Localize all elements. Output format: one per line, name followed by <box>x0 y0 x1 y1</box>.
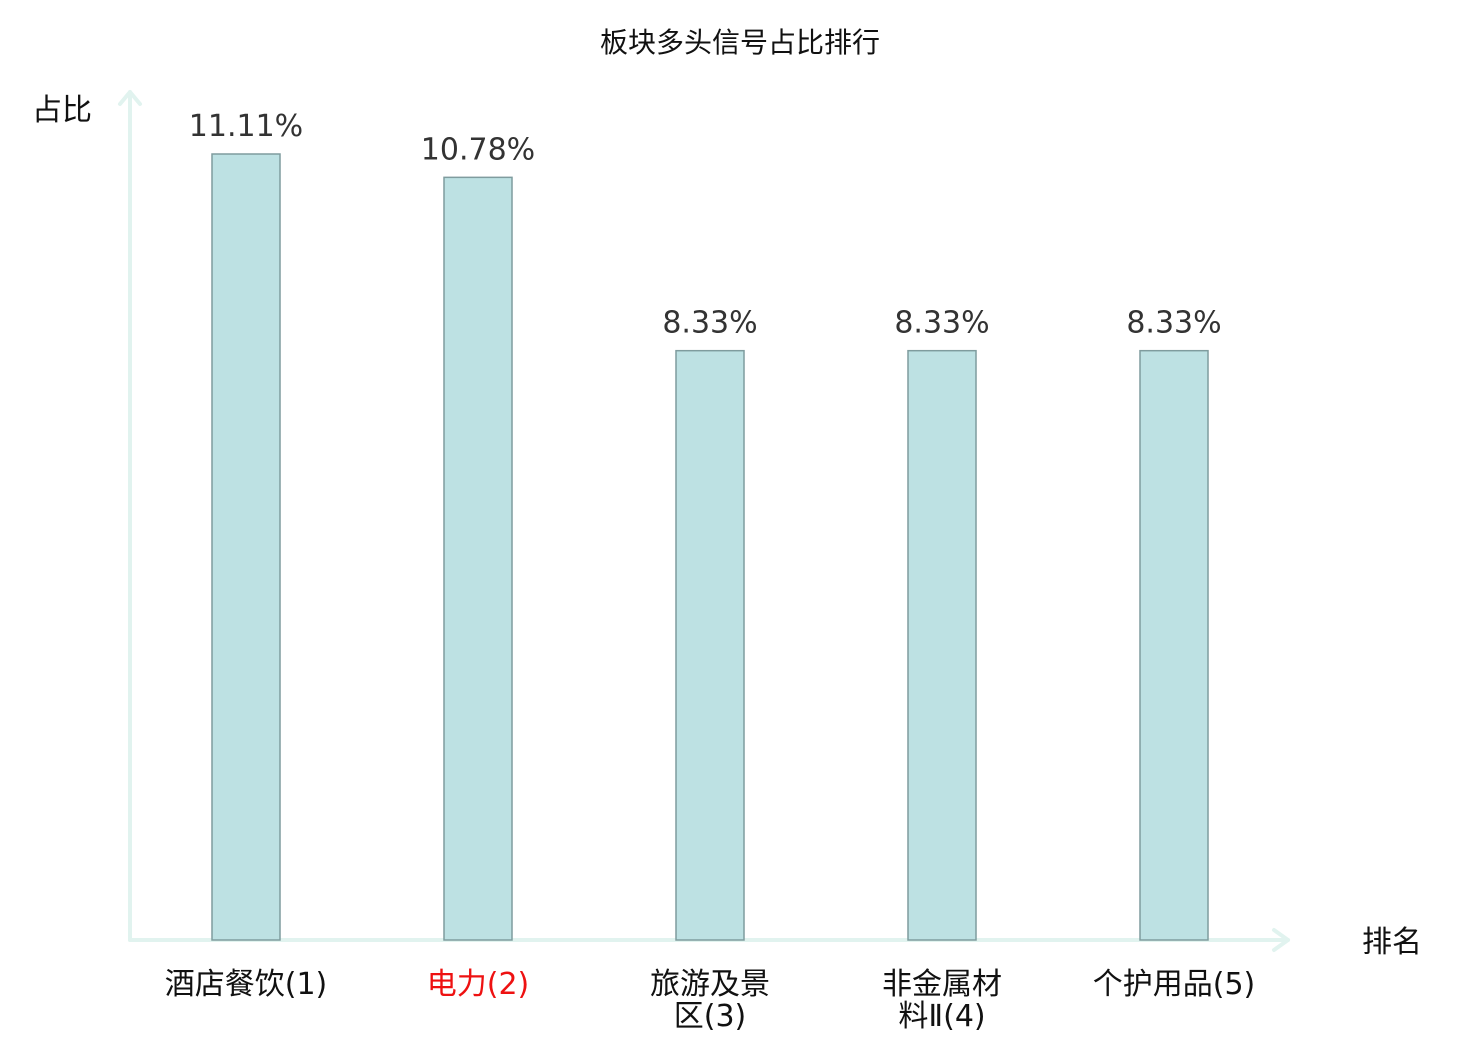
bar-4 <box>907 349 977 941</box>
x-axis-arrow <box>1272 928 1290 952</box>
x-tick-label-2: 电力(2) <box>427 967 530 1002</box>
x-tick-label-5: 个护用品(5) <box>1093 967 1256 1002</box>
y-axis-label: 占比 <box>32 93 92 128</box>
x-tick-label-3-line-2: 区(3) <box>674 999 747 1034</box>
bar-3 <box>675 349 745 941</box>
bar-2 <box>443 176 513 941</box>
bars <box>211 153 1209 941</box>
value-label-2: 10.78% <box>421 132 535 167</box>
y-axis-arrow <box>118 90 142 106</box>
x-tick-label-3-line-1: 旅游及景 <box>650 967 770 1002</box>
chart-title: 板块多头信号占比排行 <box>600 26 880 59</box>
x-tick-label-4-line-1: 非金属材 <box>882 967 1002 1002</box>
value-label-4: 8.33% <box>894 306 989 341</box>
bar-5 <box>1139 349 1209 941</box>
x-tick-label-1: 酒店餐饮(1) <box>165 967 328 1002</box>
value-labels: 11.11% 10.78% 8.33% 8.33% 8.33% <box>189 109 1222 341</box>
bar-1 <box>211 153 281 941</box>
x-axis-label: 排名 <box>1362 925 1422 960</box>
value-label-3: 8.33% <box>662 306 757 341</box>
value-label-1: 11.11% <box>189 109 303 144</box>
value-label-5: 8.33% <box>1126 306 1221 341</box>
x-tick-label-4-line-2: 料Ⅱ(4) <box>898 999 985 1034</box>
